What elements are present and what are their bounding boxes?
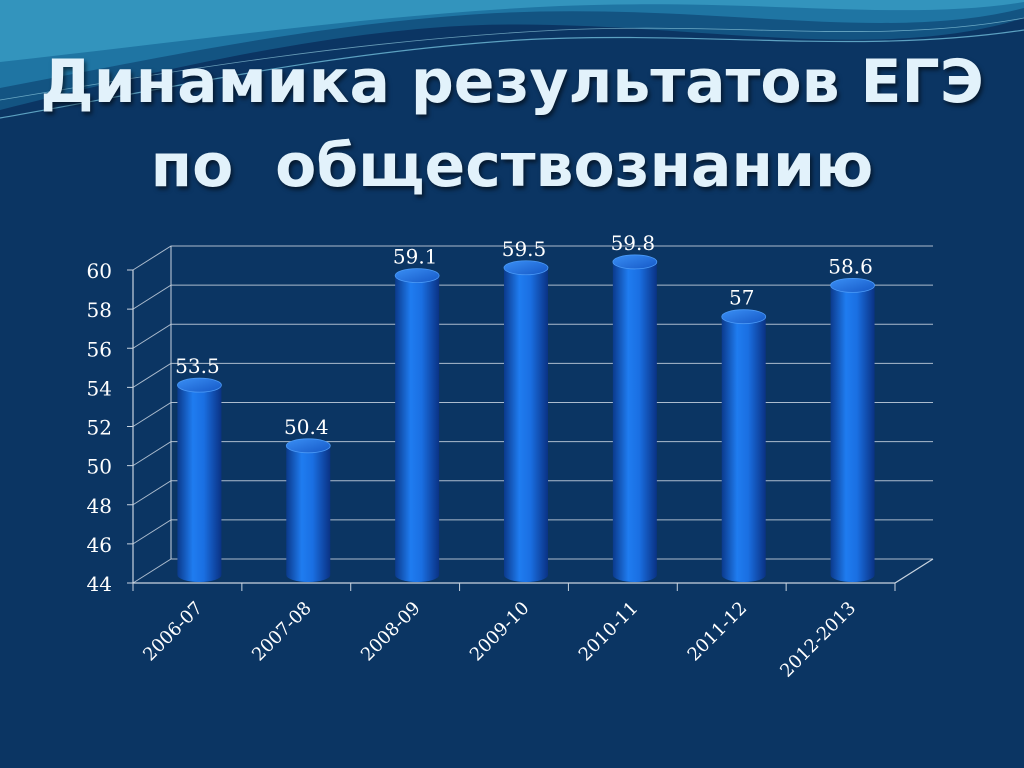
slide-title: Динамика результатов ЕГЭ по обществознан… <box>0 40 1024 208</box>
bar-2010-11 <box>613 255 657 582</box>
x-tick-label: 2007-08 <box>248 598 316 666</box>
y-tick-label: 56 <box>87 337 112 361</box>
bar-2012-2013 <box>831 278 875 582</box>
data-label-2011-12: 57 <box>729 286 754 310</box>
bar-2009-10 <box>504 261 548 582</box>
slide-title-line-2: по обществознанию <box>0 124 1024 208</box>
data-label-2010-11: 59.8 <box>611 231 656 255</box>
y-tick-label: 58 <box>87 298 112 322</box>
y-tick-label: 60 <box>87 259 112 283</box>
data-label-2008-09: 59.1 <box>393 245 438 269</box>
y-tick-label: 50 <box>87 455 112 479</box>
x-tick-label: 2009-10 <box>466 598 534 666</box>
x-tick-label: 2008-09 <box>357 598 425 666</box>
bar-2006-07 <box>177 378 221 582</box>
slide-title-line-1: Динамика результатов ЕГЭ <box>0 40 1024 124</box>
y-tick-label: 48 <box>87 494 112 518</box>
x-tick-label: 2010-11 <box>575 598 643 666</box>
bar-2007-08 <box>286 439 330 582</box>
data-label-2007-08: 50.4 <box>284 415 329 439</box>
bar-2008-09 <box>395 269 439 582</box>
chart-bars <box>177 255 874 582</box>
data-label-2012-2013: 58.6 <box>828 254 873 278</box>
data-label-2006-07: 53.5 <box>175 354 220 378</box>
data-label-2009-10: 59.5 <box>502 237 547 261</box>
x-tick-label: 2011-12 <box>684 598 752 666</box>
y-tick-label: 46 <box>87 533 112 557</box>
x-tick-label: 2012-2013 <box>776 598 860 682</box>
y-tick-label: 44 <box>87 572 112 596</box>
bar-2011-12 <box>722 310 766 582</box>
y-tick-label: 52 <box>87 416 112 440</box>
y-tick-label: 54 <box>87 376 112 400</box>
x-tick-label: 2006-07 <box>139 598 207 666</box>
